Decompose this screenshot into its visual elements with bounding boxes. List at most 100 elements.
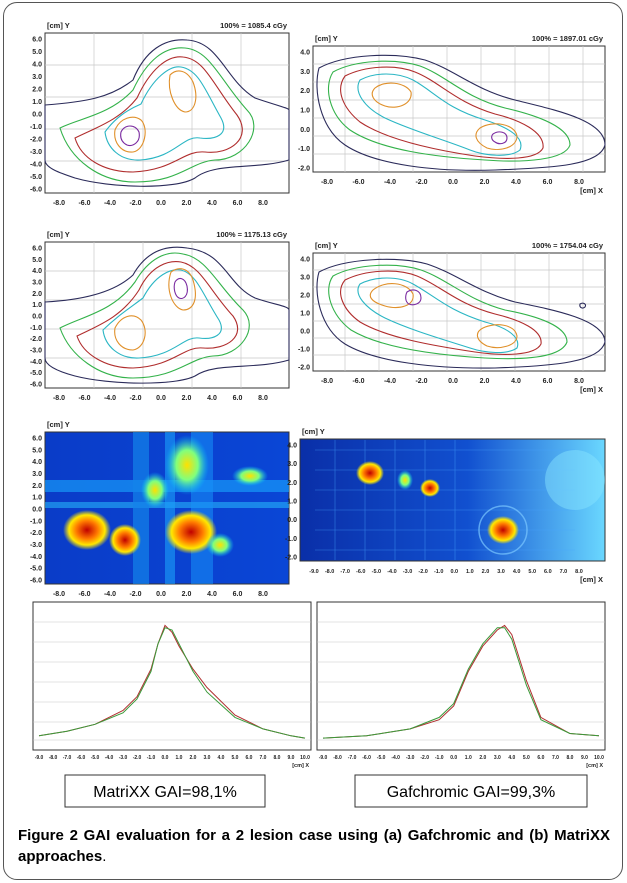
x-tick-label: -2.0 [415, 179, 427, 186]
figure-image: MatriXX GAI=98,1% Gafchromic GAI=99,3% [… [15, 10, 611, 813]
x-tick-label: 7.0 [560, 569, 568, 575]
caption-text: GAI evaluation for a 2 lesion case using… [18, 827, 610, 865]
profile-x-tick-label: 9.0 [288, 755, 295, 761]
figure-svg: MatriXX GAI=98,1% Gafchromic GAI=99,3% [… [30, 21, 606, 808]
x-tick-label: -4.0 [104, 591, 116, 598]
y-tick-label: 2.0 [32, 291, 42, 298]
profile-x-tick-label: 1.0 [176, 755, 183, 761]
y-tick-label: 5.0 [32, 257, 42, 264]
x-tick-label: 6.0 [233, 395, 243, 402]
x-tick-label: -4.0 [384, 179, 396, 186]
profile-x-tick-label: -1.0 [435, 755, 444, 761]
y-tick-label: 0.0 [32, 112, 42, 119]
profile-x-unit-label: [cm] X [586, 763, 603, 769]
profile-series-line [38, 627, 306, 739]
profile-x-tick-label: -3.0 [119, 755, 128, 761]
x-tick-label: -5.0 [372, 569, 381, 575]
y-tick-label: -2.0 [30, 336, 42, 343]
y-tick-label: -4.0 [30, 554, 42, 561]
profile-x-tick-label: 4.0 [218, 755, 225, 761]
x-tick-label: 2.0 [480, 179, 490, 186]
y-unit-label: [cm] Y [302, 427, 325, 436]
x-tick-label: 0.0 [448, 179, 458, 186]
y-tick-label: -6.0 [30, 578, 42, 585]
panel-b2-contour [312, 252, 606, 372]
profile-x-tick-label: 9.0 [581, 755, 588, 761]
x-tick-label: 2.0 [480, 378, 490, 385]
x-tick-label: 0.0 [156, 200, 166, 207]
x-tick-label: 8.0 [258, 591, 268, 598]
y-tick-label: 3.0 [32, 74, 42, 81]
x-tick-label: 2.0 [482, 569, 490, 575]
x-tick-label: -8.0 [321, 378, 333, 385]
y-tick-label: -2.0 [298, 365, 310, 372]
x-tick-label: 0.0 [156, 591, 166, 598]
y-tick-label: 4.0 [32, 62, 42, 69]
x-tick-label: -6.0 [78, 591, 90, 598]
y-tick-label: -2.0 [298, 166, 310, 173]
profile-x-tick-label: -8.0 [333, 755, 342, 761]
x-unit-label: [cm] X [580, 385, 603, 394]
x-tick-label: 8.0 [574, 179, 584, 186]
y-unit-label: [cm] Y [47, 420, 70, 429]
x-tick-label: 8.0 [258, 395, 268, 402]
dose-reference-label: 100% = 1175.13 cGy [216, 230, 288, 239]
y-tick-label: 1.0 [300, 108, 310, 115]
profile-x-tick-label: 8.0 [566, 755, 573, 761]
profile-x-tick-label: 6.0 [537, 755, 544, 761]
y-tick-label: -2.0 [30, 530, 42, 537]
x-tick-label: -3.0 [403, 569, 412, 575]
y-unit-label: [cm] Y [47, 230, 70, 239]
y-tick-label: -1.0 [30, 518, 42, 525]
y-tick-label: -1.0 [298, 146, 310, 153]
y-tick-label: 6.0 [32, 246, 42, 253]
profile-series-line [322, 627, 600, 739]
x-tick-label: -2.0 [129, 395, 141, 402]
y-tick-label: 0.0 [300, 127, 310, 134]
profile-x-tick-label: -7.0 [63, 755, 72, 761]
y-tick-label: -2.0 [285, 555, 297, 562]
y-tick-label: 4.0 [32, 459, 42, 466]
profile-x-tick-label: 3.0 [494, 755, 501, 761]
x-tick-label: 0.0 [450, 569, 458, 575]
panel-b3-gamma-map [299, 438, 606, 562]
gai-label-matrixx: MatriXX GAI=98,1% [93, 784, 237, 801]
dose-reference-label: 100% = 1085.4 cGy [220, 21, 288, 30]
panel-b1-contour [312, 45, 606, 173]
caption-period: . [102, 848, 107, 865]
y-tick-label: 5.0 [32, 447, 42, 454]
x-tick-label: -6.0 [78, 395, 90, 402]
y-tick-label: 0.0 [32, 507, 42, 514]
x-tick-label: 4.0 [207, 395, 217, 402]
x-tick-label: -6.0 [356, 569, 365, 575]
gai-box-gafchromic: Gafchromic GAI=99,3% [354, 774, 588, 808]
x-unit-label: [cm] X [580, 186, 603, 195]
y-tick-label: -2.0 [30, 137, 42, 144]
y-tick-label: -5.0 [30, 370, 42, 377]
y-tick-label: -1.0 [285, 536, 297, 543]
x-tick-label: 8.0 [575, 569, 583, 575]
profile-x-tick-label: 5.0 [523, 755, 530, 761]
x-tick-label: 3.0 [497, 569, 505, 575]
y-tick-label: 4.0 [300, 257, 310, 264]
profile-x-tick-label: 2.0 [190, 755, 197, 761]
panel-a2-contour [44, 241, 290, 389]
profile-x-tick-label: -1.0 [147, 755, 156, 761]
profile-x-tick-label: -4.0 [391, 755, 400, 761]
y-tick-label: -3.0 [30, 149, 42, 156]
x-tick-label: 5.0 [528, 569, 536, 575]
y-tick-label: -6.0 [30, 187, 42, 194]
profile-x-tick-label: -5.0 [377, 755, 386, 761]
x-tick-label: -2.0 [129, 591, 141, 598]
panel-a3-gamma-map [44, 431, 290, 585]
x-tick-label: -2.0 [129, 200, 141, 207]
y-tick-label: -3.0 [30, 542, 42, 549]
x-tick-label: 4.0 [511, 378, 521, 385]
x-tick-label: 2.0 [182, 395, 192, 402]
y-tick-label: 2.0 [300, 293, 310, 300]
profile-x-tick-label: -2.0 [420, 755, 429, 761]
y-tick-label: 0.0 [300, 329, 310, 336]
profile-x-tick-label: 7.0 [260, 755, 267, 761]
y-tick-label: 1.0 [32, 99, 42, 106]
profile-x-tick-label: -7.0 [348, 755, 357, 761]
